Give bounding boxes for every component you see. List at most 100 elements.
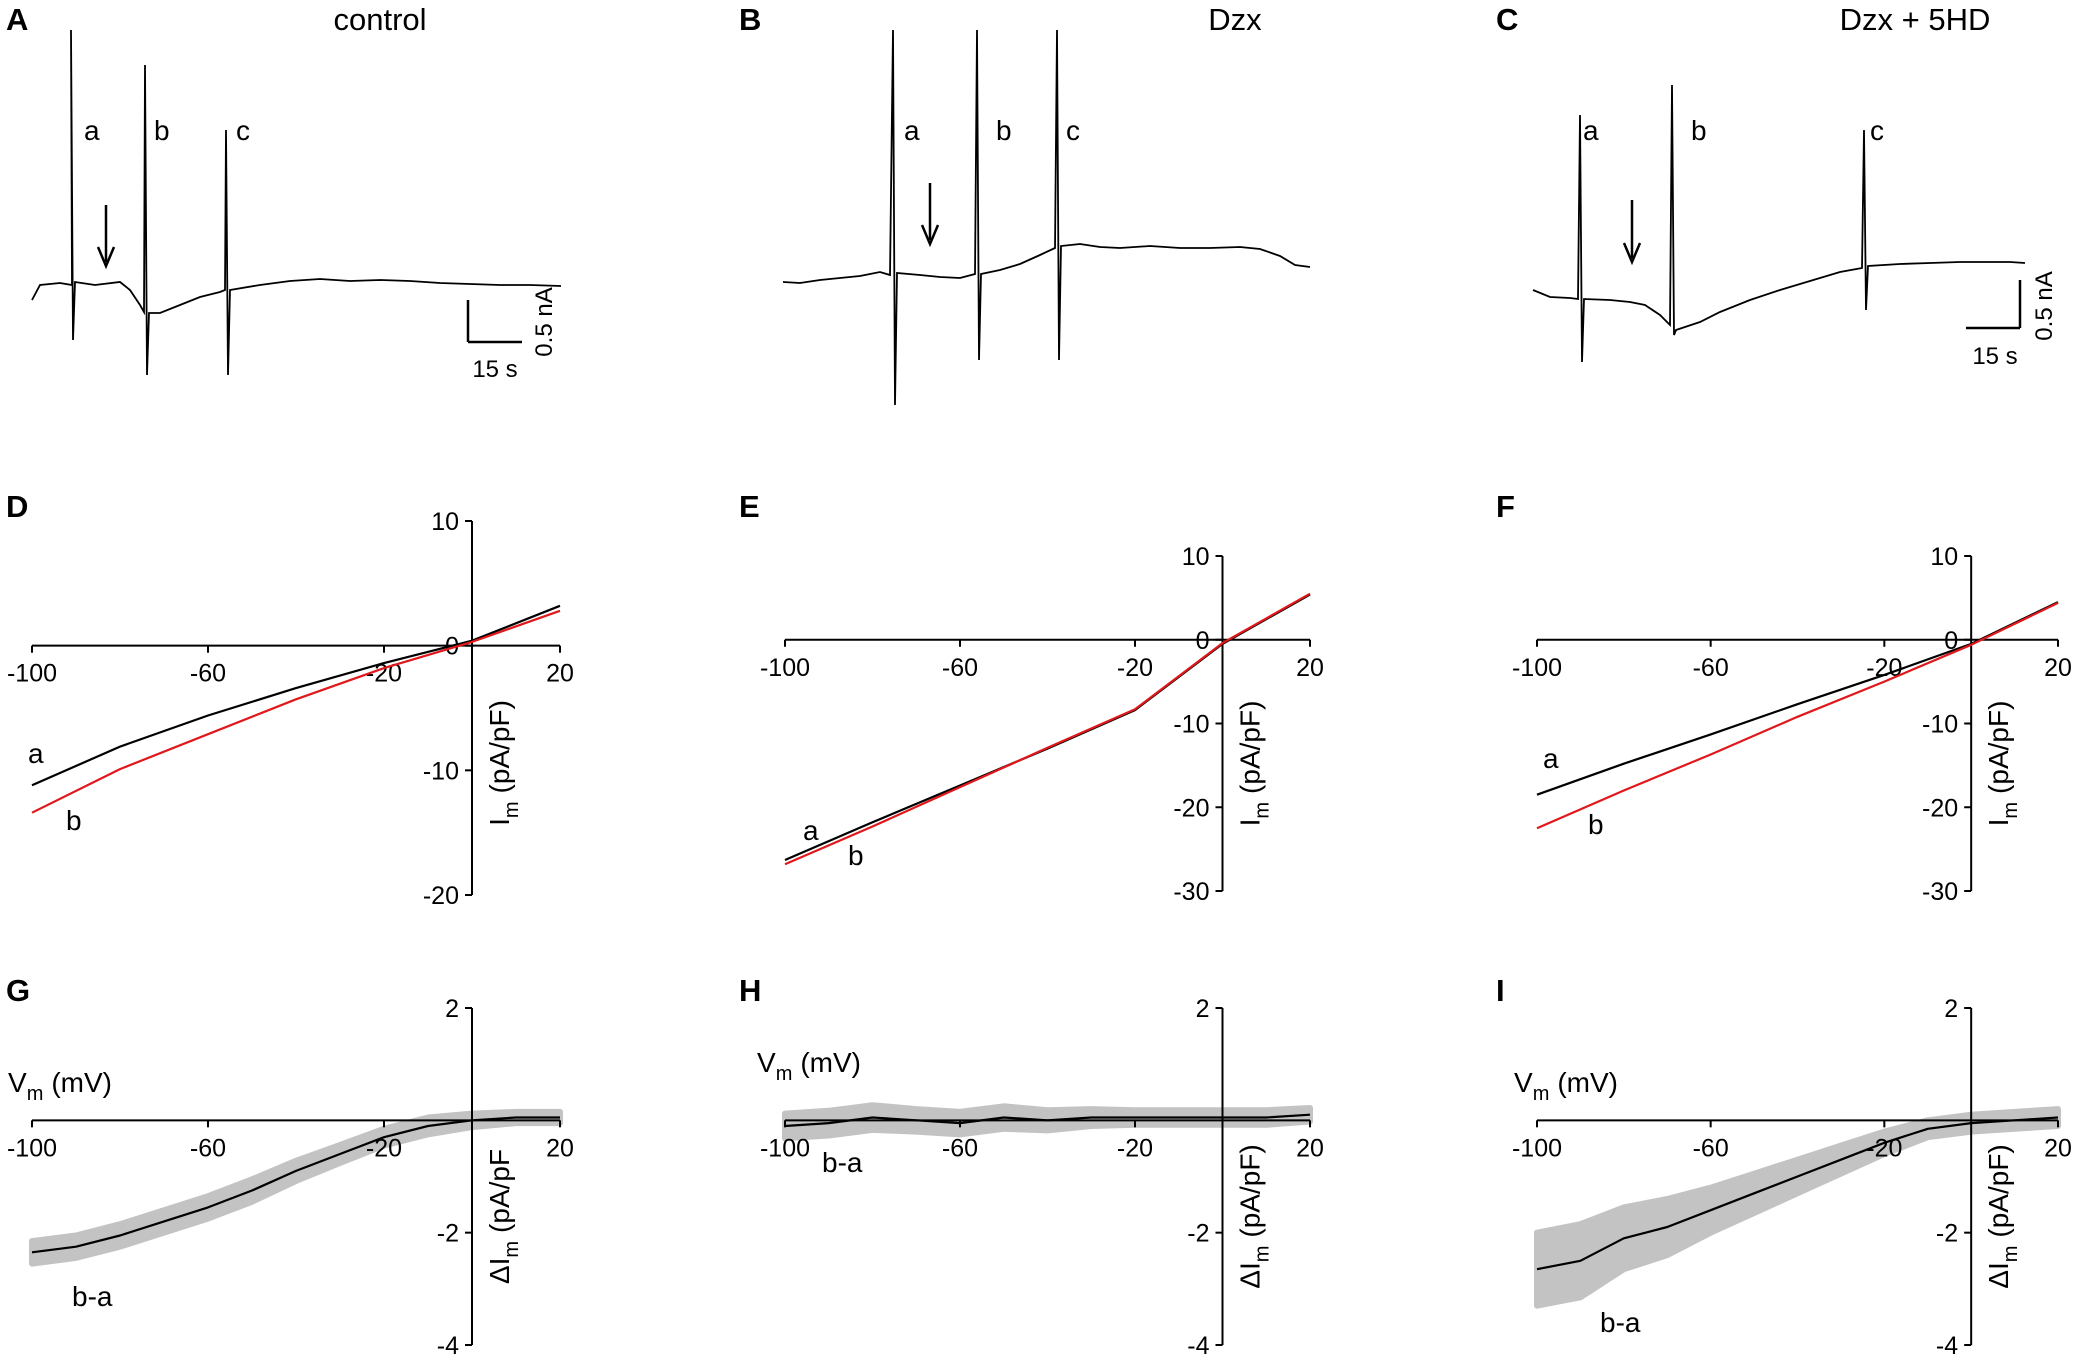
y-tick-label: 2 — [445, 995, 459, 1023]
curve-label-a: a — [803, 815, 819, 846]
x-tick-label: -60 — [1693, 1134, 1729, 1162]
x-tick-label: -100 — [7, 660, 57, 688]
diff-plot-g: -100 -60 -20 20 2 -2 -4 ΔIm(pA/pF — [7, 995, 574, 1357]
series-label-b-a: b-a — [72, 1281, 113, 1312]
scale-bar: 15 s 0.5 nA — [1966, 271, 2058, 370]
y-tick-label: -20 — [1173, 794, 1209, 822]
x-axis-label: Vm (mV) — [1514, 1067, 1618, 1105]
x-axis-label: Vm (mV) — [8, 1067, 112, 1105]
current-trace-a — [31, 29, 562, 376]
down-arrow — [920, 183, 940, 248]
y-axis-label: ΔIm(pA/pF — [484, 1149, 523, 1284]
sem-band — [1534, 1106, 2061, 1309]
y-tick-label: 10 — [1930, 543, 1958, 571]
sem-band — [782, 1102, 1313, 1142]
stim-label-b: b — [154, 115, 170, 146]
y-tick-label: 0 — [1196, 627, 1210, 655]
title-dzx: Dzx — [1208, 2, 1262, 37]
iv-plot-e: -100 -60 -20 20 10 0 -10 -20 -30 Im(pA/pF) — [760, 543, 1324, 906]
y-tick-label: -4 — [437, 1332, 459, 1357]
y-axis-label: ΔIm(pA/pF) — [1235, 1144, 1274, 1289]
y-tick-label: 2 — [1196, 995, 1210, 1023]
y-tick-label: -4 — [1187, 1332, 1209, 1357]
x-tick-label: -100 — [760, 654, 810, 682]
title-dzx-5hd: Dzx + 5HD — [1840, 2, 1991, 37]
x-tick-label: 20 — [1296, 654, 1324, 682]
x-tick-label: -60 — [942, 654, 978, 682]
down-arrow — [96, 205, 116, 270]
y-tick-label: -20 — [423, 882, 459, 910]
x-tick-label: 20 — [546, 660, 574, 688]
x-tick-label: -20 — [1117, 654, 1153, 682]
x-tick-label: -60 — [1693, 654, 1729, 682]
y-axis-label: Im(pA/pF) — [1235, 701, 1274, 827]
y-axis-label: Im(pA/pF) — [484, 700, 523, 826]
trace-row: A control a b c 15 s 0.5 nA B Dzx a b — [6, 2, 2058, 406]
curve-label-a: a — [28, 738, 44, 769]
stim-label-c: c — [236, 115, 250, 146]
down-arrow — [1622, 200, 1642, 266]
curve-label-b: b — [1588, 809, 1604, 840]
x-axis-label: Vm (mV) — [757, 1047, 861, 1085]
stim-label-c: c — [1066, 115, 1080, 146]
x-tick-label: -20 — [1866, 654, 1902, 682]
curve-label-a: a — [1543, 743, 1559, 774]
panel-label-e: E — [739, 489, 760, 524]
curve-label-b: b — [848, 840, 864, 871]
x-tick-label: -60 — [942, 1134, 978, 1162]
y-tick-label: -4 — [1936, 1332, 1958, 1357]
stim-label-a: a — [84, 115, 100, 146]
panel-label-d: D — [6, 489, 28, 524]
panel-label-f: F — [1496, 489, 1515, 524]
panel-label-i: I — [1496, 973, 1505, 1008]
x-tick-label: 20 — [2044, 1134, 2072, 1162]
series-line-a — [1536, 601, 2059, 796]
y-tick-label: 10 — [431, 508, 459, 536]
x-tick-label: -60 — [190, 1134, 226, 1162]
series-line-a — [784, 593, 1311, 862]
stim-label-c: c — [1870, 115, 1884, 146]
y-axis-label: Im(pA/pF) — [1983, 701, 2022, 827]
y-tick-label: -30 — [1922, 878, 1958, 906]
y-tick-label: -10 — [1922, 711, 1958, 739]
series-label-b-a: b-a — [1600, 1307, 1641, 1338]
y-tick-label: -2 — [1936, 1220, 1958, 1248]
series-label-b-a: b-a — [822, 1147, 863, 1178]
x-tick-label: -60 — [190, 660, 226, 688]
scale-amp-label: 0.5 nA — [531, 287, 558, 356]
stim-label-b: b — [1691, 115, 1707, 146]
scale-bar: 15 s 0.5 nA — [466, 287, 558, 383]
stim-label-b: b — [996, 115, 1012, 146]
panel-a: A control a b c 15 s 0.5 nA — [6, 2, 562, 383]
sem-band — [29, 1108, 563, 1267]
scale-amp-label: 0.5 nA — [2031, 271, 2058, 340]
current-trace-c — [1532, 84, 2026, 363]
x-tick-label: 20 — [2044, 654, 2072, 682]
x-tick-label: -100 — [7, 1134, 57, 1162]
diff-plot-h: -100 -60 -20 20 2 -2 -4 ΔIm(pA/pF) — [760, 995, 1324, 1357]
x-tick-label: 20 — [1296, 1134, 1324, 1162]
series-line-a — [31, 604, 561, 787]
panel-label-g: G — [6, 973, 30, 1008]
stim-label-a: a — [904, 115, 920, 146]
x-tick-label: -100 — [1512, 654, 1562, 682]
y-tick-label: -20 — [1922, 794, 1958, 822]
y-tick-label: 2 — [1944, 995, 1958, 1023]
y-tick-label: -30 — [1173, 878, 1209, 906]
iv-plot-f: -100 -60 -20 20 10 0 -10 -20 -30 Im(pA/pF) — [1512, 543, 2072, 906]
stim-label-a: a — [1583, 115, 1599, 146]
curve-label-b: b — [66, 805, 82, 836]
series-line-b — [784, 592, 1311, 866]
y-tick-label: -10 — [1173, 711, 1209, 739]
y-tick-label: -10 — [423, 757, 459, 785]
panel-label-c: C — [1496, 2, 1518, 37]
panel-label-a: A — [6, 2, 28, 37]
series-line-b-a — [784, 1113, 1311, 1128]
series-line-b-a — [31, 1116, 560, 1254]
x-tick-label: 20 — [546, 1134, 574, 1162]
series-line-b — [1536, 601, 2059, 830]
panel-c: C Dzx + 5HD a b c 15 s 0.5 nA — [1496, 2, 2058, 370]
